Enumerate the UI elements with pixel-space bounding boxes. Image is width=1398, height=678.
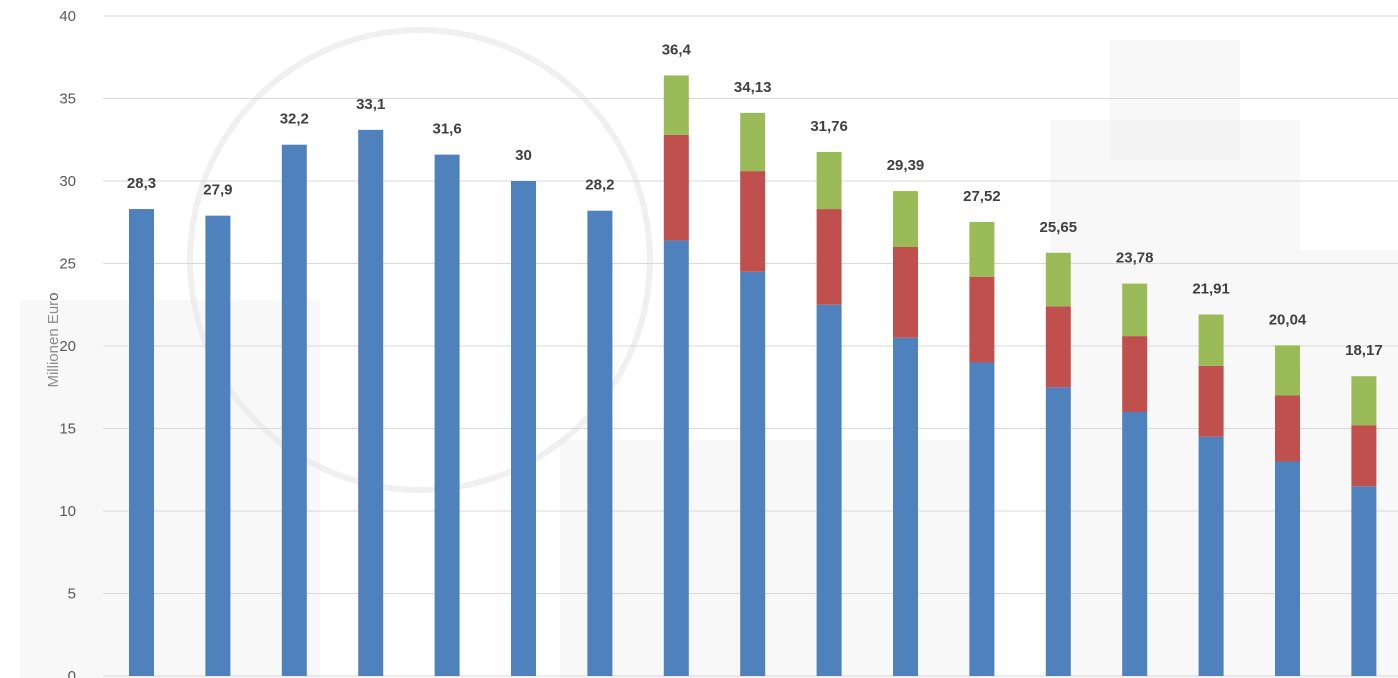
data-label: 29,39 xyxy=(887,157,925,174)
watermark-shape xyxy=(1110,40,1240,160)
bar-segment xyxy=(1275,461,1300,676)
bars xyxy=(129,75,1377,677)
y-tick-label: 30 xyxy=(59,173,76,190)
bar-segment xyxy=(1045,306,1071,388)
bar-segment xyxy=(1198,365,1224,437)
y-tick-label: 25 xyxy=(59,256,76,273)
bar-segment xyxy=(1275,345,1300,396)
data-label: 20,04 xyxy=(1269,311,1307,328)
bar-segment xyxy=(740,112,766,172)
bar-segment xyxy=(1045,252,1071,307)
watermark-wheel xyxy=(187,27,653,493)
bar-segment xyxy=(358,129,384,677)
y-tick-label: 0 xyxy=(68,668,76,678)
bar-segment xyxy=(587,210,613,676)
data-label: 27,52 xyxy=(963,188,1001,205)
bar-segment xyxy=(281,144,307,676)
bar-segment xyxy=(205,215,231,676)
data-label: 32,2 xyxy=(280,111,309,128)
data-label: 21,91 xyxy=(1192,280,1230,297)
watermark-shape xyxy=(20,300,320,678)
bar-segment xyxy=(740,171,766,272)
bar-segment xyxy=(1045,387,1071,676)
bar-segment xyxy=(893,247,918,338)
bar-segment xyxy=(1198,314,1224,366)
data-label: 18,17 xyxy=(1345,342,1383,359)
data-label: 30 xyxy=(515,147,532,164)
data-label: 25,65 xyxy=(1040,219,1078,236)
bar-segment xyxy=(740,271,766,676)
y-tick-label: 40 xyxy=(59,8,76,25)
bar-segment xyxy=(816,304,842,676)
bar-segment xyxy=(969,276,995,363)
y-tick-label: 15 xyxy=(59,421,76,438)
data-label: 27,9 xyxy=(203,182,232,199)
data-label: 28,2 xyxy=(585,177,614,194)
bar-segment xyxy=(1351,486,1377,676)
bar-segment xyxy=(1198,436,1224,676)
bar-segment xyxy=(434,154,460,677)
bar-segment xyxy=(1122,336,1148,412)
y-tick-label: 35 xyxy=(59,91,76,108)
bar-segment xyxy=(511,181,536,676)
bar-segment xyxy=(816,151,842,210)
data-label: 33,1 xyxy=(356,96,385,113)
y-axis-ticks: 0 5 10 15 20 25 30 35 40 xyxy=(59,8,76,678)
data-label: 31,6 xyxy=(432,121,461,138)
bar-segment xyxy=(1275,395,1300,462)
bar-segment xyxy=(1351,376,1377,426)
y-tick-label: 10 xyxy=(59,503,76,520)
data-label: 23,78 xyxy=(1116,250,1154,267)
bar-segment xyxy=(816,209,842,305)
bar-segment xyxy=(969,221,995,277)
y-tick-label: 20 xyxy=(59,338,76,355)
data-label: 28,3 xyxy=(127,175,156,192)
bar-segment xyxy=(893,191,918,247)
data-label: 34,13 xyxy=(734,79,772,96)
bar-segment xyxy=(969,362,995,676)
bar-segment xyxy=(663,134,689,241)
bar-segment xyxy=(663,240,689,676)
bar-segment xyxy=(1122,412,1148,676)
bar-segment xyxy=(1351,425,1377,487)
data-label: 31,76 xyxy=(810,118,848,135)
y-tick-label: 5 xyxy=(68,586,76,603)
bar-segment xyxy=(1122,283,1148,337)
bar-segment xyxy=(129,209,154,677)
bar-segment xyxy=(663,75,689,135)
bar-segment xyxy=(893,337,918,676)
data-labels: 28,3 27,9 32,2 33,1 31,6 30 28,2 36,4 34,13 31,76… xyxy=(127,41,1383,359)
watermark-shape xyxy=(1300,250,1398,678)
data-label: 36,4 xyxy=(662,41,692,58)
watermark-shape xyxy=(1050,120,1300,678)
